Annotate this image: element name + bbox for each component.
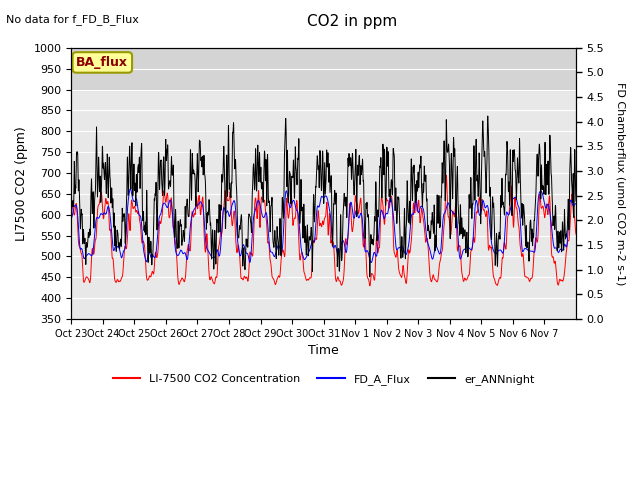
Legend: LI-7500 CO2 Concentration, FD_A_Flux, er_ANNnight: LI-7500 CO2 Concentration, FD_A_Flux, er… xyxy=(108,370,539,389)
Bar xyxy=(71,48,576,90)
Text: No data for f_FD_B_Flux: No data for f_FD_B_Flux xyxy=(6,14,140,25)
Text: BA_flux: BA_flux xyxy=(76,56,129,69)
X-axis label: Time: Time xyxy=(308,344,339,357)
Y-axis label: FD Chamberflux (umol CO2 m-2 s-1): FD Chamberflux (umol CO2 m-2 s-1) xyxy=(615,82,625,285)
Y-axis label: LI7500 CO2 (ppm): LI7500 CO2 (ppm) xyxy=(15,126,28,241)
Text: CO2 in ppm: CO2 in ppm xyxy=(307,14,397,29)
